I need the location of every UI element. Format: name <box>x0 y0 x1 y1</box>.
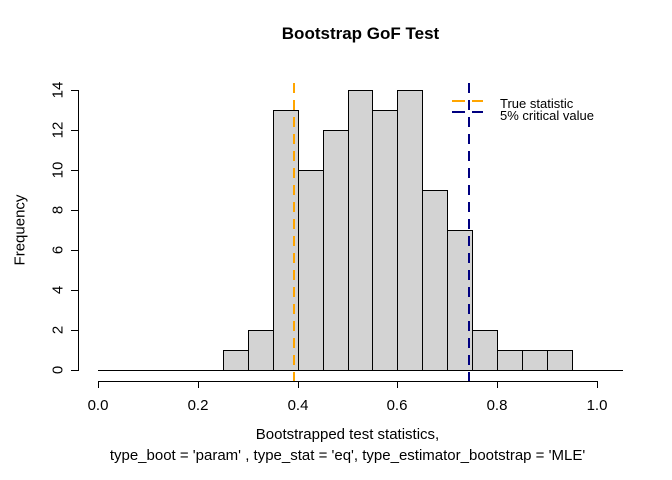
legend-line-sample-critical-value <box>452 111 483 113</box>
x-tick-label: 0.2 <box>187 397 209 414</box>
y-tick <box>71 90 78 91</box>
y-tick-label: 4 <box>49 285 67 295</box>
x-tick <box>397 381 398 388</box>
y-tick <box>71 330 78 331</box>
zero-baseline <box>98 370 623 371</box>
vline-5-critical-value <box>468 83 470 383</box>
legend-label-critical-value: 5% critical value <box>500 108 594 123</box>
x-tick-label: 0.8 <box>486 397 508 414</box>
histogram-bar <box>273 110 299 371</box>
y-tick-label: 0 <box>49 365 67 375</box>
x-tick <box>597 381 598 388</box>
x-axis-label-line1: Bootstrapped test statistics, <box>255 426 440 443</box>
histogram-bar <box>547 350 573 371</box>
legend-label-true-statistic: True statistic <box>500 96 574 111</box>
histogram-bar <box>348 90 373 371</box>
y-tick-label: 8 <box>49 205 67 215</box>
x-tick-label: 0.6 <box>386 397 408 414</box>
x-tick-label: 0.0 <box>87 397 109 414</box>
y-tick <box>71 290 78 291</box>
histogram-bar <box>497 350 523 371</box>
vline-true-statistic <box>293 83 295 383</box>
y-tick <box>71 210 78 211</box>
histogram-bar <box>223 350 249 371</box>
histogram-bar <box>298 170 324 371</box>
chart-title: Bootstrap GoF Test <box>281 24 440 43</box>
y-axis-label: Frequency <box>11 194 29 266</box>
y-tick <box>71 170 78 171</box>
histogram-bar <box>323 130 349 371</box>
y-tick-label: 2 <box>49 325 67 335</box>
y-tick <box>71 130 78 131</box>
x-tick-label: 0.4 <box>287 397 309 414</box>
histogram-bar <box>248 330 274 371</box>
x-axis-line <box>98 381 598 382</box>
histogram-bar <box>397 90 423 371</box>
x-tick <box>298 381 299 388</box>
x-tick <box>98 381 99 388</box>
y-tick-label: 12 <box>49 121 67 139</box>
y-tick-label: 6 <box>49 245 67 255</box>
histogram-bar <box>472 330 498 371</box>
histogram-bar <box>422 190 448 371</box>
y-tick-label: 10 <box>49 161 67 179</box>
y-tick <box>71 370 78 371</box>
histogram-bar <box>372 110 398 371</box>
x-axis-label-line2: type_boot = 'param' , type_stat = 'eq', … <box>109 447 586 464</box>
histogram-bar <box>522 350 548 371</box>
x-tick <box>497 381 498 388</box>
x-tick <box>198 381 199 388</box>
legend-line-sample-true-statistic <box>452 100 483 102</box>
x-tick-label: 1.0 <box>586 397 608 414</box>
y-tick-label: 14 <box>49 81 67 99</box>
y-tick <box>71 250 78 251</box>
y-axis-line <box>78 90 79 371</box>
